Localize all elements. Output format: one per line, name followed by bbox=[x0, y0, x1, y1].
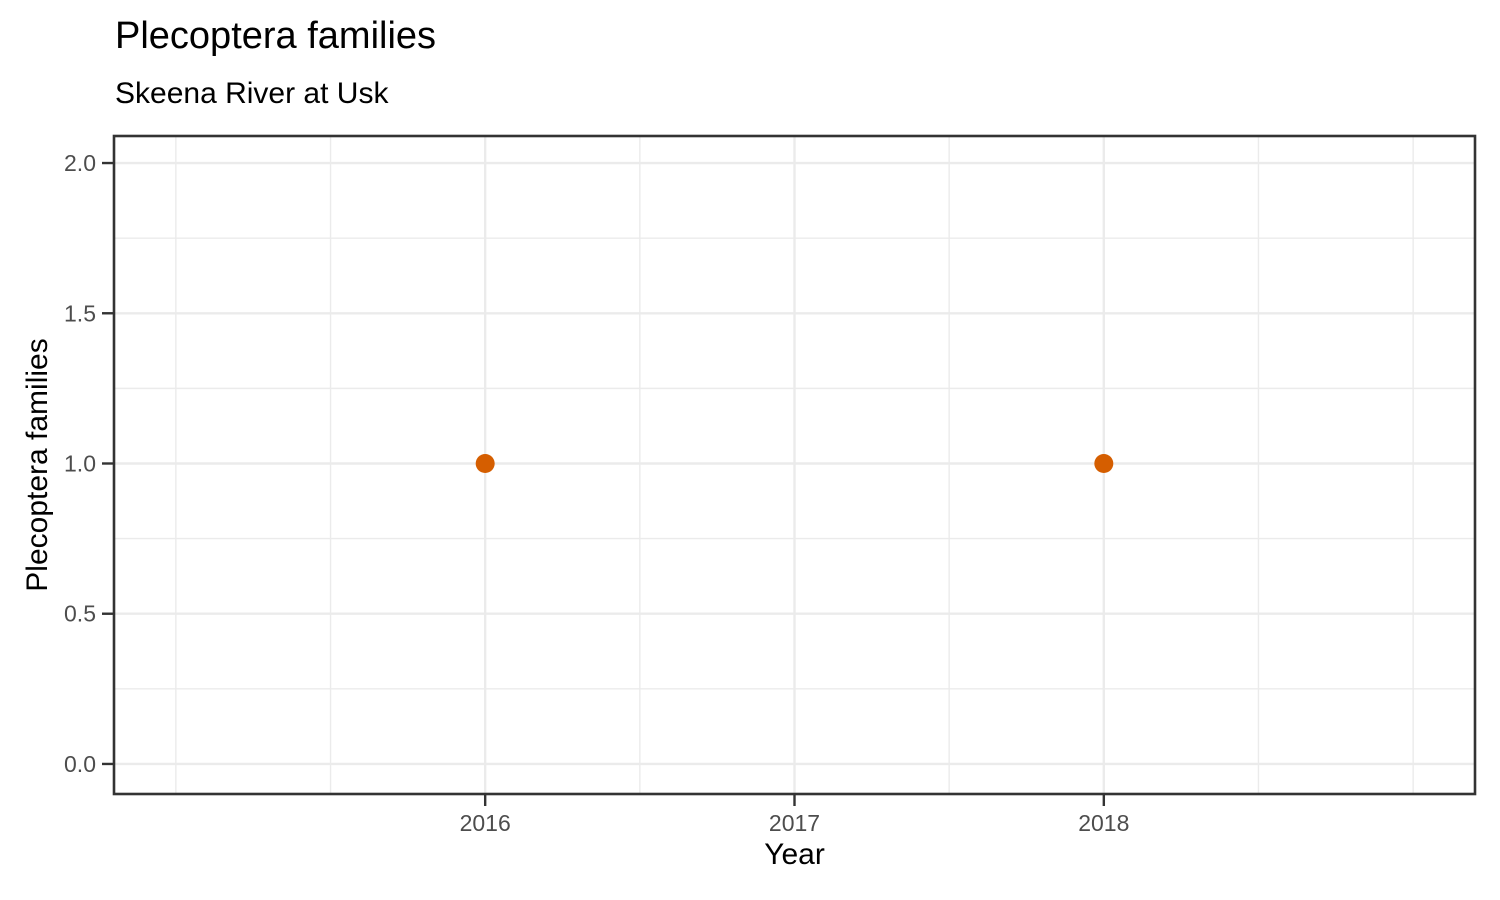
x-axis-title: Year bbox=[764, 838, 825, 871]
y-axis-title: Plecoptera families bbox=[21, 338, 54, 592]
major-gridlines bbox=[114, 136, 1475, 794]
axis-tick-labels: 0.0 0.5 1.0 1.5 2.0 2016 2017 2018 bbox=[64, 150, 1129, 836]
x-tick-label: 2017 bbox=[769, 810, 820, 836]
y-tick-label: 0.5 bbox=[64, 601, 96, 627]
x-tick-label: 2018 bbox=[1078, 810, 1129, 836]
x-tick-label: 2016 bbox=[460, 810, 511, 836]
plot-title: Plecoptera families bbox=[115, 15, 437, 57]
data-point bbox=[475, 453, 495, 473]
data-points bbox=[475, 453, 1114, 473]
panel-border bbox=[112, 134, 1477, 796]
y-tick-label: 2.0 bbox=[64, 150, 96, 176]
y-tick-label: 1.0 bbox=[64, 450, 96, 476]
data-point bbox=[1094, 453, 1114, 473]
y-tick-label: 1.5 bbox=[64, 300, 96, 326]
y-tick-label: 0.0 bbox=[64, 751, 96, 777]
plot-subtitle: Skeena River at Usk bbox=[115, 77, 389, 110]
axis-tick-marks bbox=[102, 161, 1106, 806]
